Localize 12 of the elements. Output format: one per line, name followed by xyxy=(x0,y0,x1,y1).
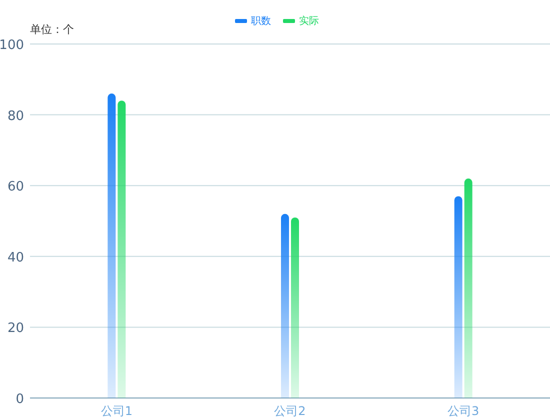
y-tick-label: 100 xyxy=(0,38,24,53)
y-tick-label: 0 xyxy=(16,392,24,407)
y-tick-label: 40 xyxy=(7,250,24,266)
x-tick-label: 公司3 xyxy=(448,404,480,418)
y-tick-label: 60 xyxy=(7,180,24,195)
x-tick-label: 公司2 xyxy=(274,404,306,418)
y-tick-label: 80 xyxy=(7,108,24,124)
legend-label: 职数 xyxy=(251,16,271,27)
x-tick-label: 公司1 xyxy=(100,404,132,418)
y-axis-title: 单位：个 xyxy=(30,23,74,36)
y-tick-label: 20 xyxy=(7,321,24,336)
legend-label: 实际 xyxy=(299,15,319,27)
